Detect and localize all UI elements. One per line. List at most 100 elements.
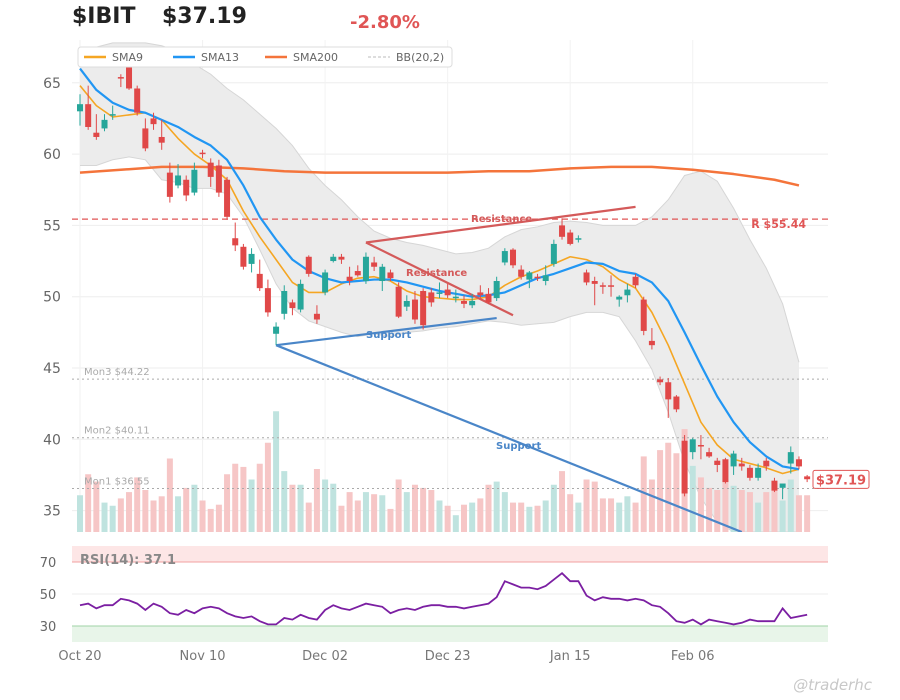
candle-body xyxy=(101,119,108,129)
level-label: Mon3 $44.22 xyxy=(84,367,150,378)
candle-body xyxy=(273,326,280,334)
volume-bar xyxy=(526,506,533,532)
candle-body xyxy=(371,262,378,267)
candle-body xyxy=(264,288,271,313)
volume-bar xyxy=(215,504,222,532)
volume-bar xyxy=(338,505,345,532)
volume-bar xyxy=(199,500,206,532)
candle-body xyxy=(387,272,394,279)
watermark: @traderhc xyxy=(793,676,872,694)
candle-body xyxy=(787,452,794,464)
legend-label: SMA13 xyxy=(201,51,239,64)
volume-bar xyxy=(575,502,582,532)
volume-bar xyxy=(460,504,467,532)
candle-body xyxy=(526,272,533,280)
candle-body xyxy=(134,88,141,113)
candle-body xyxy=(191,169,198,193)
candle-body xyxy=(795,459,802,467)
candle-body xyxy=(534,276,541,279)
candle-body xyxy=(608,285,615,287)
candle-body xyxy=(697,445,704,447)
volume-bar xyxy=(322,479,329,532)
candle-body xyxy=(599,285,606,287)
candle-body xyxy=(436,292,443,294)
volume-bar xyxy=(608,498,615,532)
legend-label: SMA200 xyxy=(293,51,338,64)
candle-body xyxy=(85,104,92,127)
rsi-overbought-zone xyxy=(72,546,828,562)
candle-body xyxy=(354,271,361,276)
candle-body xyxy=(420,290,427,326)
volume-bar xyxy=(673,453,680,532)
current-price: $37.19 xyxy=(162,4,247,29)
candle-body xyxy=(485,293,492,303)
candle-body xyxy=(224,179,231,217)
volume-bar xyxy=(689,465,696,532)
candle-body xyxy=(346,276,353,282)
volume-bar xyxy=(640,456,647,532)
volume-bar xyxy=(109,505,116,532)
volume-bar xyxy=(354,500,361,532)
volume-bar xyxy=(183,487,190,532)
candle-body xyxy=(575,238,582,240)
volume-bar xyxy=(191,484,198,532)
candle-body xyxy=(632,276,639,286)
volume-bar xyxy=(362,492,369,532)
candle-body xyxy=(411,299,418,320)
candle-body xyxy=(313,313,320,320)
volume-bar xyxy=(387,508,394,532)
volume-bar xyxy=(305,502,312,532)
volume-bar xyxy=(232,463,239,532)
candle-body xyxy=(510,249,517,266)
sma200-line xyxy=(79,165,800,187)
x-tick-label: Feb 06 xyxy=(671,649,715,664)
volume-bar xyxy=(403,492,410,532)
level-label: Mon1 $36.55 xyxy=(84,477,150,488)
candle-body xyxy=(183,179,190,196)
legend-label: BB(20,2) xyxy=(396,51,444,64)
volume-bar xyxy=(395,479,402,532)
candle-body xyxy=(289,302,296,309)
ticker-symbol: $IBIT xyxy=(72,4,136,29)
volume-bar xyxy=(779,500,786,532)
y-tick-label: 60 xyxy=(43,147,61,163)
volume-bar xyxy=(224,474,231,532)
volume-bar xyxy=(346,492,353,532)
candle-body xyxy=(779,483,786,488)
candle-body xyxy=(771,480,778,491)
volume-bar xyxy=(714,490,721,532)
candle-body xyxy=(681,440,688,494)
candle-body xyxy=(109,114,116,116)
volume-bar xyxy=(697,477,704,532)
x-tick-label: Oct 20 xyxy=(58,649,101,664)
candle-body xyxy=(738,463,745,467)
candle-body xyxy=(469,300,476,306)
support-label: Support xyxy=(496,441,541,452)
support-label: Support xyxy=(366,330,411,341)
volume-bar xyxy=(591,481,598,532)
candle-body xyxy=(477,292,484,296)
volume-bar xyxy=(142,490,149,532)
candle-body xyxy=(542,275,549,282)
candle-body xyxy=(403,300,410,307)
volume-bar xyxy=(755,502,762,532)
candle-body xyxy=(567,232,574,244)
candle-body xyxy=(730,453,737,467)
volume-bar xyxy=(126,492,133,532)
volume-bar xyxy=(166,458,173,532)
x-tick-label: Nov 10 xyxy=(180,649,226,664)
candle-body xyxy=(648,340,655,346)
bollinger-upper xyxy=(79,42,800,363)
candle-body xyxy=(755,467,762,478)
volume-bar xyxy=(657,450,664,532)
y-tick-label: 50 xyxy=(43,290,61,306)
candle-body xyxy=(444,289,451,296)
level-label: R $55.44 xyxy=(751,218,806,231)
candle-body xyxy=(117,77,124,79)
volume-bar xyxy=(444,505,451,532)
volume-bar xyxy=(542,500,549,532)
candle-body xyxy=(281,290,288,314)
candle-body xyxy=(722,459,729,483)
volume-bar xyxy=(550,484,557,532)
